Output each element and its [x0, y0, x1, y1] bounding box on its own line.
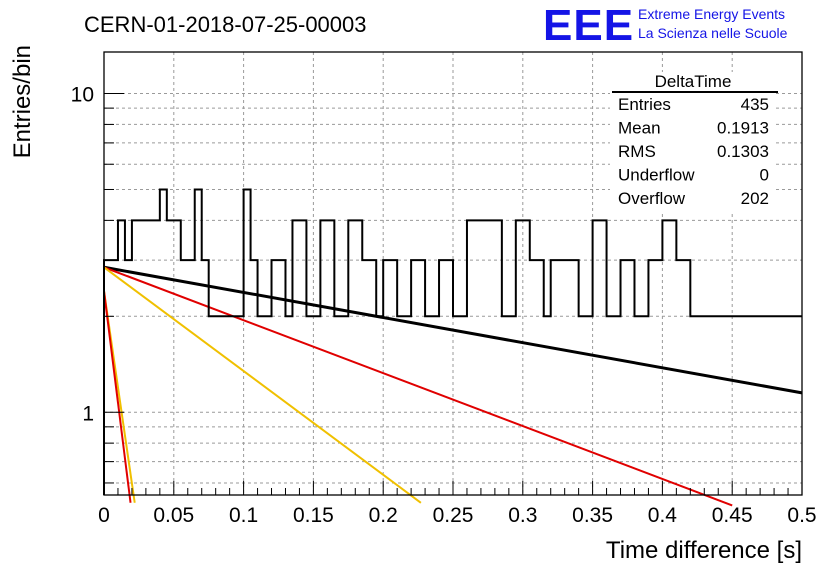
chart-title: CERN-01-2018-07-25-00003	[84, 12, 367, 37]
axes: 0 0.05 0.1 0.15 0.2 0.25 0.3 0.35 0.4 0.45 0.5 1 10	[71, 84, 817, 527]
fit-line	[103, 265, 803, 395]
stats-row-value: 0.1913	[717, 119, 769, 138]
x-tick-label: 0.1	[229, 504, 258, 527]
stats-box-title: DeltaTime	[655, 72, 732, 91]
grid	[104, 52, 802, 495]
stats-row-value: 0.1303	[717, 142, 769, 161]
x-tick-label: 0.5	[787, 504, 816, 527]
stats-row-value: 202	[741, 189, 769, 208]
stats-row-label: Entries	[618, 95, 671, 114]
x-axis-label: Time difference [s]	[606, 537, 802, 564]
stats-row-label: Underflow	[618, 166, 695, 185]
y-tick-label: 10	[71, 84, 94, 107]
x-tick-label: 0.45	[712, 504, 753, 527]
x-tick-label: 0.3	[508, 504, 537, 527]
histogram-outline	[103, 188, 802, 495]
stats-row-label: Overflow	[618, 189, 686, 208]
logo-line1: Extreme Energy Events	[638, 6, 785, 22]
y-tick-label: 1	[82, 402, 94, 425]
logo-letters: EEE	[543, 1, 634, 50]
x-tick-label: 0	[98, 504, 110, 527]
x-tick-label: 0.05	[153, 504, 194, 527]
x-tick-label: 0.35	[572, 504, 613, 527]
x-tick-label: 0.4	[648, 504, 678, 527]
x-tick-label: 0.25	[433, 504, 474, 527]
fit-line	[103, 290, 132, 503]
x-tick-label: 0.15	[293, 504, 334, 527]
stats-row-value: 0	[760, 166, 769, 185]
x-tick-label: 0.2	[369, 504, 398, 527]
stats-box: DeltaTime Entries 435 Mean 0.1913 RMS 0.1303 U…	[610, 72, 778, 212]
stats-row-label: RMS	[618, 142, 656, 161]
fit-line	[103, 266, 733, 507]
stats-row-label: Mean	[618, 119, 661, 138]
stats-row-value: 435	[741, 95, 769, 114]
histogram	[103, 188, 802, 495]
logo-line2: La Scienza nelle Scuole	[638, 25, 788, 41]
y-axis-label: Entries/bin	[9, 45, 36, 158]
fit-line	[103, 266, 422, 504]
